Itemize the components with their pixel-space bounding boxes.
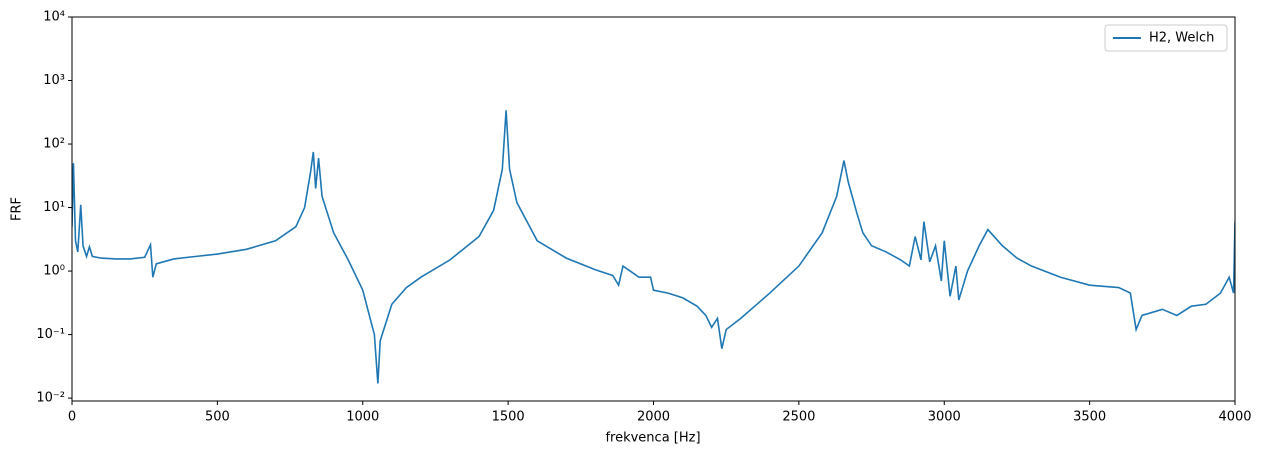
legend-label: H2, Welch — [1149, 31, 1214, 46]
y-tick-label: 10⁻² — [36, 391, 65, 406]
x-tick-label: 500 — [205, 410, 230, 425]
x-tick-label: 1000 — [346, 410, 379, 425]
y-axis-label: FRF — [10, 197, 25, 221]
y-tick-label: 10¹ — [43, 200, 65, 215]
x-tick-label: 2500 — [782, 410, 815, 425]
x-tick-label: 1500 — [492, 410, 525, 425]
y-tick-label: 10⁰ — [43, 264, 65, 279]
legend-box — [1104, 24, 1228, 52]
y-tick-label: 10² — [43, 137, 65, 152]
plot-frame — [71, 16, 1236, 402]
y-tick-label: 10⁻¹ — [36, 327, 65, 342]
x-tick-label: 3000 — [928, 410, 961, 425]
y-tick-label: 10⁴ — [43, 10, 65, 25]
y-tick-label: 10³ — [43, 73, 65, 88]
x-tick-label: 2000 — [637, 410, 670, 425]
series-line — [72, 110, 1235, 384]
x-tick-label: 0 — [68, 410, 76, 425]
x-tick-label: 3500 — [1073, 410, 1106, 425]
x-tick-label: 4000 — [1218, 410, 1251, 425]
x-axis-label: frekvenca [Hz] — [605, 431, 700, 446]
